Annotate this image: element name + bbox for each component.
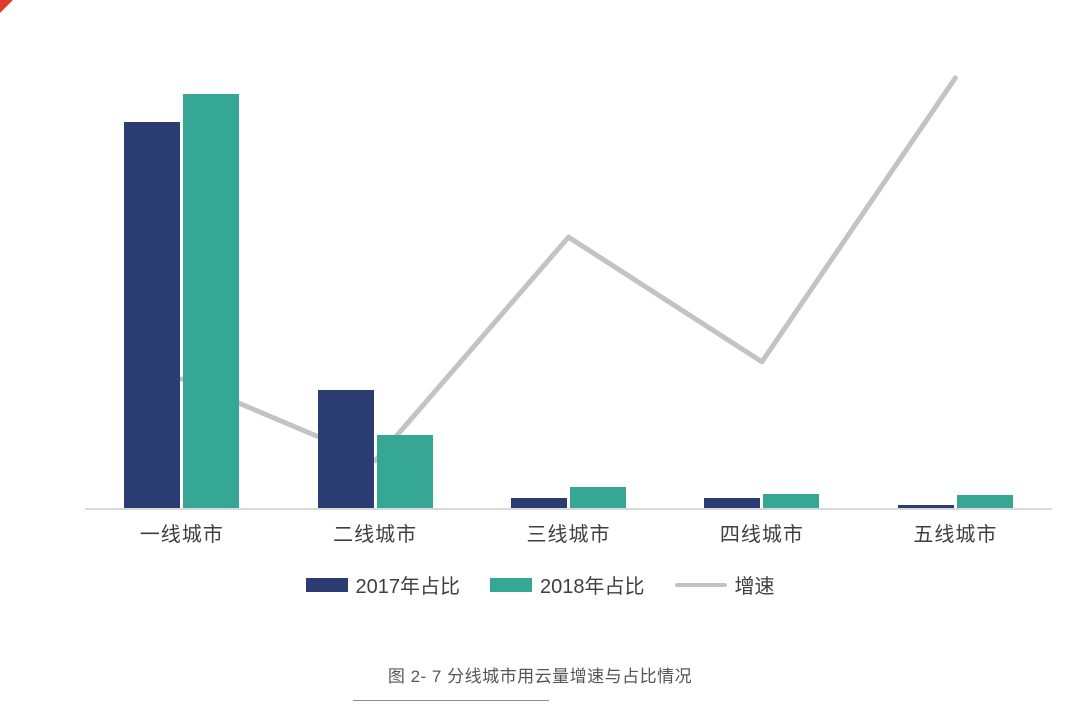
bar-2018年占比-三线城市: [570, 486, 626, 508]
bar-2017年占比-二线城市: [317, 389, 374, 508]
bar-2018年占比-五线城市: [956, 495, 1013, 508]
bar-2017年占比-一线城市: [124, 122, 181, 508]
legend-swatch-growth-line: [674, 582, 727, 587]
red-corner-mark: [0, 0, 13, 13]
x-axis-label-tier2: 二线城市: [333, 524, 418, 546]
legend-item-growth: 增速: [674, 570, 775, 599]
bar-2017年占比-四线城市: [704, 498, 761, 508]
legend: 2017年占比 2018年占比 增速: [0, 570, 1080, 599]
legend-swatch-2018: [490, 577, 532, 592]
x-axis-label-tier3: 三线城市: [526, 524, 611, 546]
bar-2018年占比-四线城市: [763, 494, 820, 508]
legend-label-2018: 2018年占比: [540, 576, 645, 598]
bar-2018年占比-一线城市: [183, 93, 240, 508]
growth-line: [179, 75, 958, 464]
x-axis-label-tier1: 一线城市: [139, 524, 224, 546]
x-axis-label-tier4: 四线城市: [719, 524, 804, 546]
caption-underline: [353, 700, 549, 701]
bar-2018年占比-二线城市: [376, 434, 433, 508]
bar-2017年占比-五线城市: [897, 505, 954, 508]
bar-2017年占比-三线城市: [511, 498, 567, 508]
legend-item-2017: 2017年占比: [305, 570, 461, 599]
figure-caption: 图 2- 7 分线城市用云量增速与占比情况: [387, 667, 693, 686]
legend-swatch-2017: [305, 577, 348, 592]
growth-line-chart: [179, 75, 958, 464]
plot-area: [85, 75, 1052, 510]
x-axis-labels: 一线城市 二线城市 三线城市 四线城市 五线城市: [85, 518, 1052, 548]
legend-item-2018: 2018年占比: [490, 570, 645, 599]
legend-label-2017: 2017年占比: [355, 576, 461, 598]
legend-label-growth: 增速: [734, 576, 775, 598]
x-axis-label-tier5: 五线城市: [913, 524, 998, 546]
